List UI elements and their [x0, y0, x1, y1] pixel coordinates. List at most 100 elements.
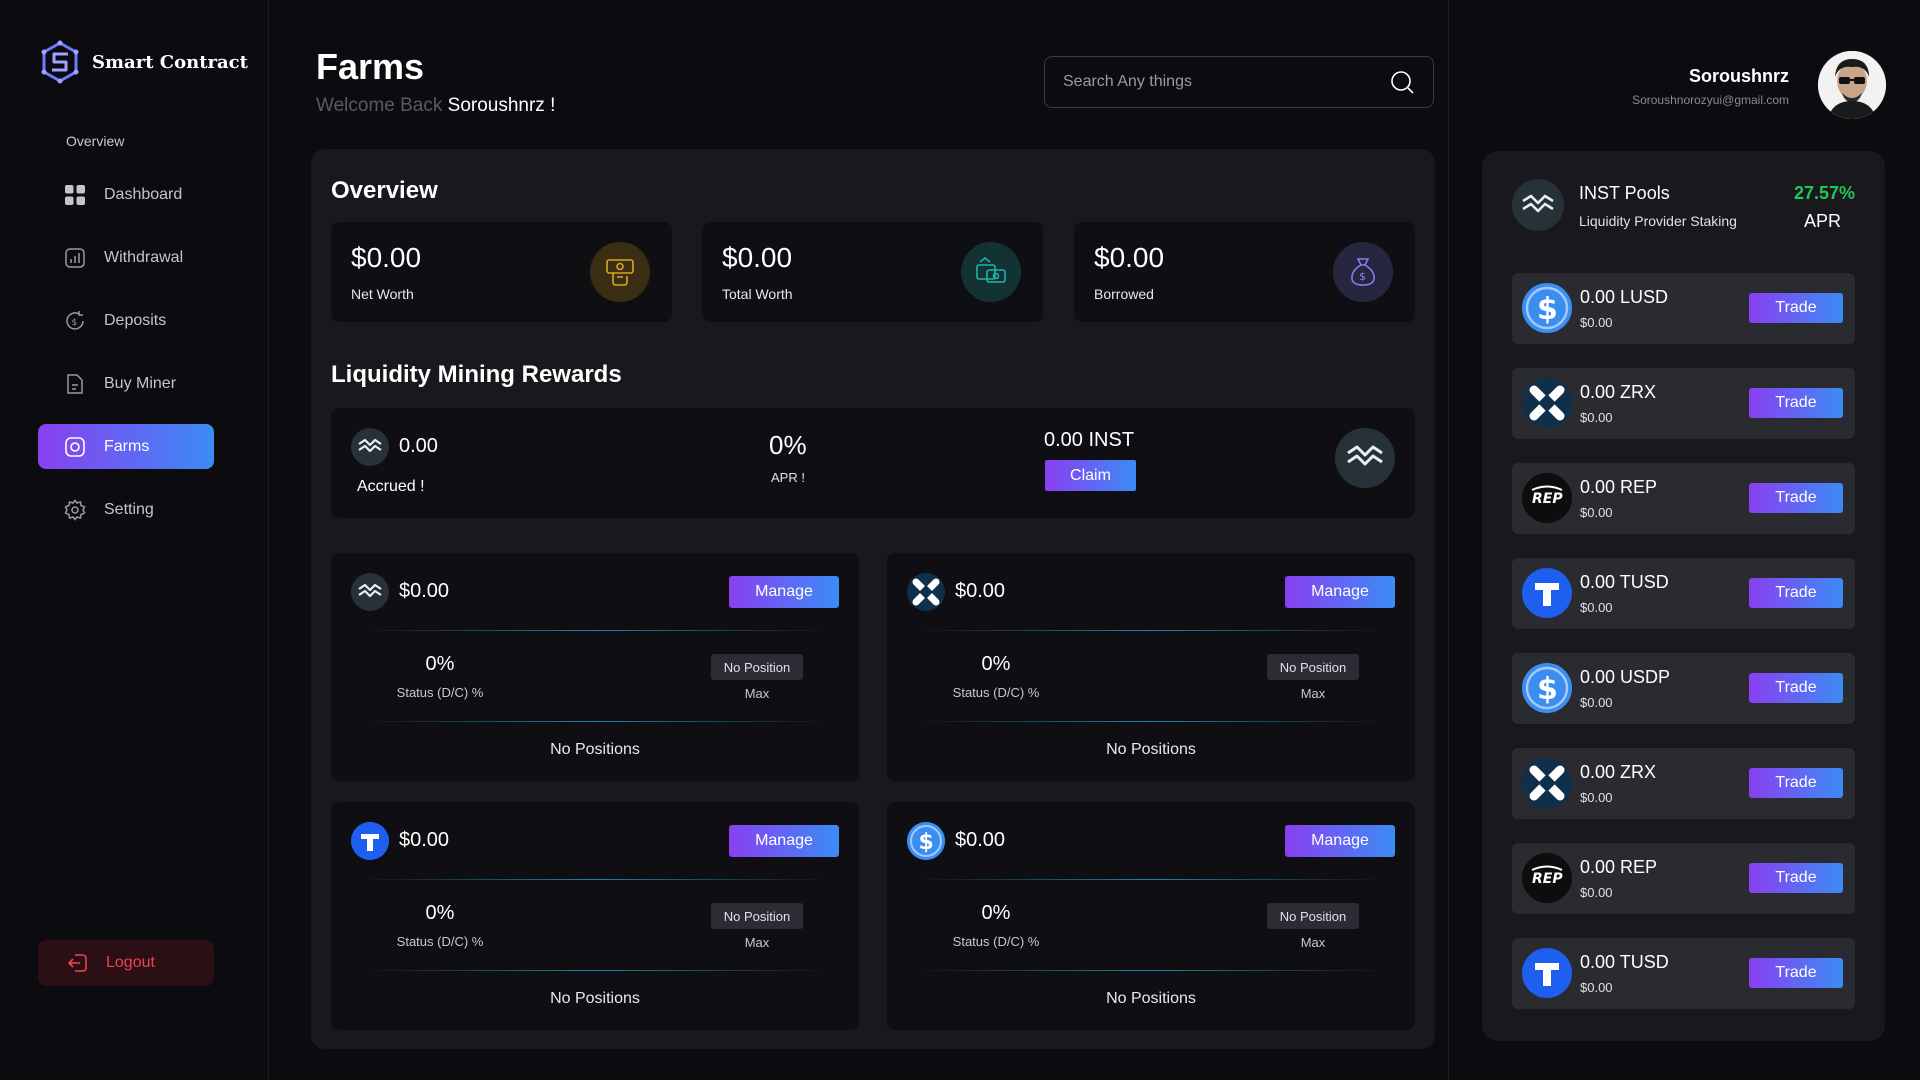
page-title: Farms	[316, 46, 425, 87]
search-icon[interactable]	[1389, 69, 1415, 95]
trade-button[interactable]: Trade	[1749, 388, 1843, 418]
main-panel: Overview $0.00 Net Worth $0.00 Total Wor…	[311, 149, 1435, 1049]
pool-usd: $0.00	[1580, 315, 1613, 330]
zrx-icon	[1522, 378, 1572, 428]
user-name: Soroushnrz	[1688, 66, 1789, 86]
gear-icon	[64, 498, 86, 521]
overview-label: Total Worth	[722, 286, 793, 302]
sidebar-item-label: Deposits	[104, 311, 167, 329]
divider	[357, 630, 833, 631]
brand-logo[interactable]: Smart Contract	[38, 40, 248, 84]
pool-usd: $0.00	[1580, 980, 1613, 995]
claim-button[interactable]: Claim	[1045, 460, 1136, 491]
trade-button[interactable]: Trade	[1749, 293, 1843, 323]
divider	[913, 630, 1389, 631]
manage-button[interactable]: Manage	[1285, 576, 1395, 608]
accrued-value: 0.00	[399, 435, 438, 457]
brand-name: Smart Contract	[92, 51, 248, 73]
rep-icon: REP	[1522, 473, 1572, 523]
pool-usd: $0.00	[1580, 885, 1613, 900]
search-box[interactable]	[1044, 56, 1434, 108]
svg-text:$: $	[919, 830, 934, 855]
trade-button[interactable]: Trade	[1749, 768, 1843, 798]
status-label: Status (D/C) %	[396, 934, 484, 949]
status-percent: 0%	[981, 653, 1011, 675]
max-label: Max	[1300, 935, 1326, 950]
sidebar-item-setting[interactable]: Setting	[38, 487, 214, 532]
pool-amount: 0.00 TUSD	[1580, 572, 1669, 592]
liquidity-title: Liquidity Mining Rewards	[331, 361, 622, 388]
sidebar-item-farms[interactable]: Farms	[38, 424, 214, 469]
pool-row-tusd: 0.00 TUSD $0.00 Trade	[1512, 558, 1855, 629]
search-input[interactable]	[1063, 73, 1389, 91]
tusd-icon	[351, 822, 389, 860]
trade-button[interactable]: Trade	[1749, 863, 1843, 893]
apr-value: 0%	[769, 430, 807, 460]
document-icon	[67, 373, 83, 394]
sidebar-item-withdrawal[interactable]: Withdrawal	[38, 235, 214, 280]
pool-amount: 0.00 REP	[1580, 477, 1658, 497]
overview-card-net-worth: $0.00 Net Worth	[331, 222, 672, 322]
pools-title: INST Pools	[1579, 183, 1670, 203]
divider	[357, 721, 833, 722]
trade-button[interactable]: Trade	[1749, 578, 1843, 608]
overview-value: $0.00	[1094, 242, 1165, 273]
sidebar-item-label: Setting	[104, 500, 154, 518]
usd-icon: $	[1522, 283, 1572, 333]
welcome-prefix: Welcome Back	[316, 95, 443, 116]
farm-icon	[65, 436, 85, 457]
liquidity-rewards-card: 0.00 Accrued ! 0% APR ! 0.00 INST Claim	[331, 408, 1415, 518]
sidebar-item-buy-miner[interactable]: Buy Miner	[38, 361, 214, 406]
status-label: Status (D/C) %	[952, 934, 1040, 949]
status-label: Status (D/C) %	[952, 685, 1040, 700]
pools-apr-label: APR	[1803, 211, 1841, 231]
svg-text:$: $	[1359, 270, 1366, 283]
max-label: Max	[744, 935, 770, 950]
pool-amount: 0.00 REP	[1580, 857, 1658, 877]
sidebar-item-dashboard[interactable]: Dashboard	[38, 172, 214, 217]
no-position-badge: No Position	[711, 654, 803, 680]
no-position-badge: No Position	[711, 903, 803, 929]
manage-button[interactable]: Manage	[1285, 825, 1395, 857]
position-value: $0.00	[955, 829, 1006, 851]
svg-text:$: $	[1537, 292, 1558, 327]
logout-button[interactable]: Logout	[38, 940, 214, 986]
manage-button[interactable]: Manage	[729, 576, 839, 608]
overview-card-borrowed: $0.00 Borrowed $	[1074, 222, 1415, 322]
nav-section-label: Overview	[66, 133, 125, 149]
usd-icon: $	[907, 822, 945, 860]
accrued-label: Accrued !	[357, 478, 425, 495]
position-card: $0.00 Manage 0% Status (D/C) % No Positi…	[331, 802, 859, 1030]
pool-amount: 0.00 USDP	[1580, 667, 1671, 687]
welcome-name: Soroushnrz !	[447, 95, 556, 116]
trade-button[interactable]: Trade	[1749, 673, 1843, 703]
position-card: $0.00 Manage 0% Status (D/C) % No Positi…	[887, 553, 1415, 781]
max-label: Max	[744, 686, 770, 701]
inst-icon	[351, 573, 389, 611]
sidebar-item-deposits[interactable]: $ Deposits	[38, 298, 214, 343]
welcome-text: Welcome Back Soroushnrz !	[316, 95, 555, 117]
trade-button[interactable]: Trade	[1749, 958, 1843, 988]
logout-icon	[67, 954, 87, 972]
trade-button[interactable]: Trade	[1749, 483, 1843, 513]
overview-label: Borrowed	[1094, 286, 1154, 302]
avatar[interactable]	[1818, 51, 1886, 119]
logout-label: Logout	[106, 954, 155, 971]
status-label: Status (D/C) %	[396, 685, 484, 700]
status-percent: 0%	[981, 902, 1011, 924]
svg-text:$: $	[1537, 672, 1558, 707]
position-card: $0.00 Manage 0% Status (D/C) % No Positi…	[331, 553, 859, 781]
money-bag-icon: $	[1333, 242, 1393, 302]
position-value: $0.00	[399, 580, 450, 602]
no-positions-text: No Positions	[550, 741, 640, 758]
usd-icon: $	[1522, 663, 1572, 713]
manage-button[interactable]: Manage	[729, 825, 839, 857]
zrx-icon	[1522, 758, 1572, 808]
pools-subtitle: Liquidity Provider Staking	[1579, 213, 1737, 229]
cash-card-icon	[961, 242, 1021, 302]
pool-row-usdp: $ 0.00 USDP $0.00 Trade	[1512, 653, 1855, 724]
logo-icon	[41, 40, 79, 84]
pool-row-zrx: 0.00 ZRX $0.00 Trade	[1512, 748, 1855, 819]
pool-usd: $0.00	[1580, 505, 1613, 520]
zrx-icon	[907, 573, 945, 611]
